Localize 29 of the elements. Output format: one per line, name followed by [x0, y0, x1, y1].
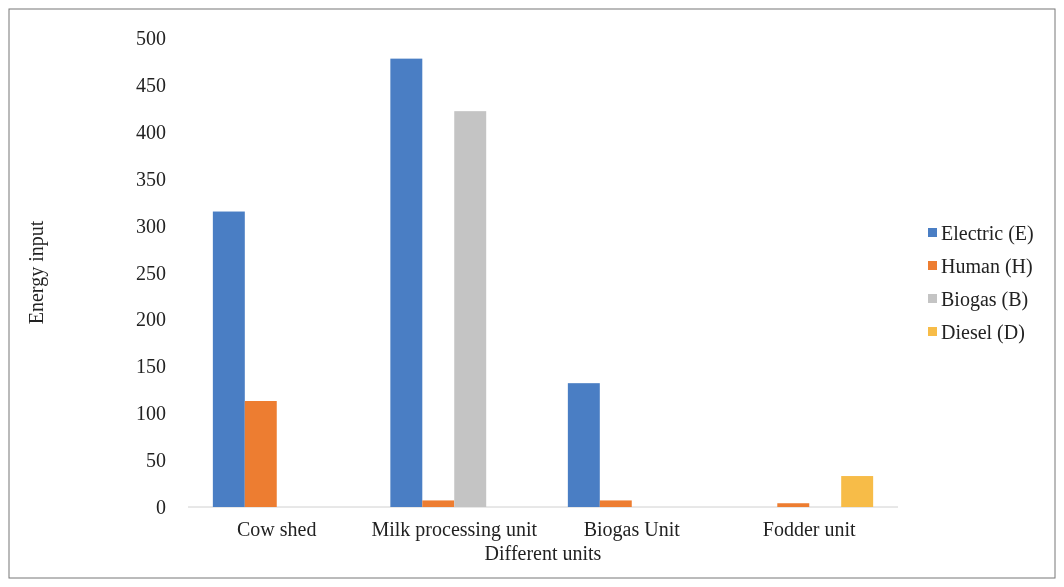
- legend-label: Electric (E): [941, 222, 1034, 245]
- bar: [841, 476, 874, 507]
- bar: [244, 401, 277, 507]
- bar: [567, 383, 600, 507]
- y-tick-label: 100: [136, 402, 166, 425]
- legend-label: Biogas (B): [941, 288, 1029, 311]
- x-tick-label: Milk processing unit: [371, 518, 538, 541]
- bar: [390, 58, 423, 507]
- bar: [422, 500, 455, 507]
- bar: [777, 503, 810, 507]
- x-tick-label: Fodder unit: [762, 518, 857, 540]
- bar: [599, 500, 632, 507]
- y-tick-label: 0: [156, 496, 166, 518]
- y-tick-label: 150: [136, 355, 166, 378]
- bar: [212, 211, 245, 507]
- legend-label: Human (H): [941, 255, 1033, 278]
- x-tick-label: Cow shed: [237, 518, 317, 540]
- y-tick-label: 500: [136, 27, 166, 49]
- y-tick-label: 450: [136, 73, 166, 96]
- y-tick-label: 350: [136, 167, 166, 190]
- y-tick-label: 50: [146, 449, 166, 472]
- legend-label: Diesel (D): [941, 321, 1025, 344]
- x-tick-label: Biogas Unit: [583, 518, 681, 541]
- y-tick-label: 400: [136, 120, 166, 143]
- y-tick-label: 200: [136, 308, 166, 331]
- x-axis-title: Different units: [484, 542, 602, 564]
- y-tick-label: 250: [136, 261, 166, 284]
- y-axis-title: Energy input: [25, 220, 48, 325]
- y-tick-label: 300: [136, 214, 166, 237]
